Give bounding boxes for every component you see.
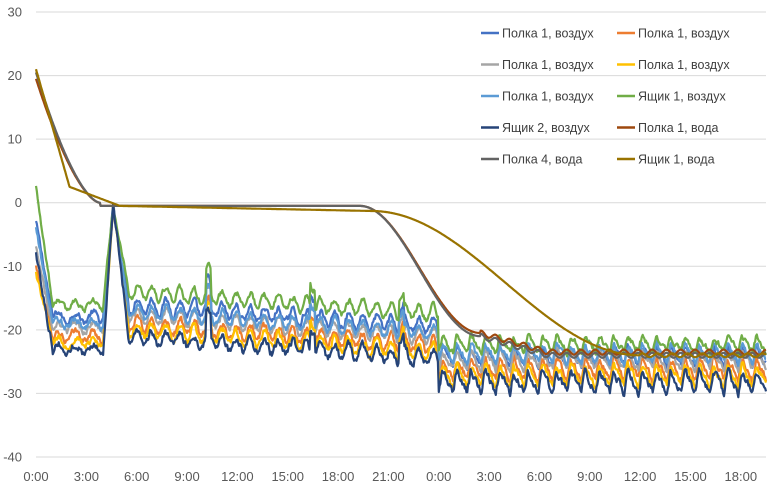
x-tick-label: 0:00 — [23, 469, 48, 484]
legend-label: Ящик 1, воздух — [638, 90, 726, 104]
series-line-1 — [34, 207, 768, 386]
y-tick-label: 20 — [8, 68, 22, 83]
legend-entry: Полка 1, вода — [617, 121, 718, 135]
x-tick-label: 0:00 — [426, 469, 451, 484]
legend-entry: Полка 1, воздух — [481, 90, 594, 104]
x-axis-ticks: 0:00 3:00 6:00 9:00 12:00 15:00 18:00 21:00 0:00… — [23, 469, 757, 484]
x-tick-label: 18:00 — [322, 469, 355, 484]
legend-label: Полка 4, вода — [502, 153, 582, 167]
legend-label: Полка 1, воздух — [638, 58, 730, 72]
x-tick-label: 15:00 — [674, 469, 707, 484]
x-tick-label: 3:00 — [74, 469, 99, 484]
gridlines — [36, 11, 766, 458]
x-tick-label: 18:00 — [725, 469, 758, 484]
x-tick-label: 12:00 — [221, 469, 254, 484]
x-tick-label: 6:00 — [527, 469, 552, 484]
y-axis-ticks: -40 -30 -20 -10 0 10 20 30 — [3, 5, 22, 465]
legend-entry: Полка 1, воздух — [617, 27, 730, 41]
legend-entry: Полка 1, воздух — [481, 58, 594, 72]
legend-entry: Полка 1, воздух — [481, 27, 594, 41]
series-line-6 — [34, 203, 768, 399]
legend-entry: Ящик 2, воздух — [481, 121, 590, 135]
series-line-3 — [34, 203, 768, 392]
legend-label: Полка 1, воздух — [638, 27, 730, 41]
x-tick-label: 9:00 — [174, 469, 199, 484]
legend: Полка 1, воздух Полка 1, воздух Полка 1, в… — [481, 27, 730, 167]
legend-label: Полка 1, вода — [638, 121, 718, 135]
legend-entry: Полка 4, вода — [481, 153, 582, 167]
x-tick-label: 12:00 — [624, 469, 657, 484]
y-tick-label: -10 — [3, 259, 22, 274]
legend-label: Ящик 2, воздух — [502, 121, 590, 135]
series-line-9 — [34, 68, 767, 359]
legend-entry: Ящик 1, вода — [617, 153, 715, 167]
y-tick-label: -20 — [3, 322, 22, 337]
y-tick-label: 30 — [8, 5, 22, 20]
legend-label: Ящик 1, вода — [638, 153, 715, 167]
y-tick-label: -40 — [3, 450, 22, 465]
x-tick-label: 6:00 — [124, 469, 149, 484]
legend-entry: Полка 1, воздух — [617, 58, 730, 72]
series-lines — [34, 68, 768, 399]
series-line-5 — [34, 185, 768, 358]
x-tick-label: 9:00 — [577, 469, 602, 484]
x-tick-label: 21:00 — [372, 469, 405, 484]
legend-label: Полка 1, воздух — [502, 27, 594, 41]
series-line-4 — [34, 205, 767, 368]
legend-label: Полка 1, воздух — [502, 90, 594, 104]
legend-entry: Ящик 1, воздух — [617, 90, 726, 104]
y-tick-label: 0 — [15, 195, 22, 210]
x-tick-label: 15:00 — [271, 469, 304, 484]
y-tick-label: -30 — [3, 386, 22, 401]
x-tick-label: 3:00 — [476, 469, 501, 484]
y-tick-label: 10 — [8, 132, 22, 147]
legend-label: Полка 1, воздух — [502, 58, 594, 72]
